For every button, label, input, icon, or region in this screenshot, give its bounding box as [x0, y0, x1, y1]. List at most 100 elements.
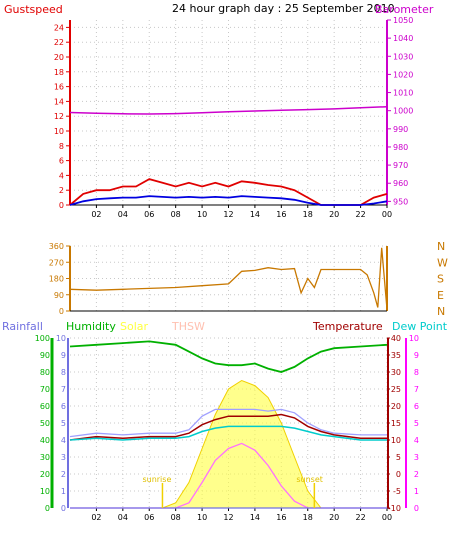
uv-tick-label: 9	[414, 351, 419, 360]
series-line-dewpoint	[69, 425, 387, 441]
gust-tick-label: 22	[54, 38, 64, 47]
x-tick-label: 06	[144, 210, 154, 219]
gust-tick-label: 4	[59, 171, 64, 180]
chart-panels: 0246810121416182022249509609709809901000…	[35, 16, 448, 522]
humidity-tick-label: 60	[40, 402, 50, 411]
temperature-tick-label: 40	[391, 334, 401, 343]
x-tick-label: 12	[223, 513, 233, 522]
series-line-thsw	[69, 408, 387, 438]
temperature-tick-label: 35	[391, 351, 401, 360]
rain-tick-label: 9	[61, 351, 66, 360]
x-tick-label: 02	[91, 210, 101, 219]
x-tick-label: 20	[329, 513, 339, 522]
temperature-tick-label: 5	[396, 453, 401, 462]
compass-label: N	[437, 240, 445, 253]
compass-label: S	[437, 273, 444, 286]
barometer-tick-label: 980	[393, 143, 408, 152]
x-tick-label: 12	[223, 210, 233, 219]
rain-tick-label: 8	[61, 368, 66, 377]
barometer-tick-label: 950	[393, 197, 408, 206]
temperature-axis-title: Temperature	[312, 320, 383, 333]
rain-tick-label: 6	[61, 402, 66, 411]
series-line-barometer	[69, 105, 388, 115]
x-tick-label: 18	[303, 210, 313, 219]
barometer-tick-label: 1010	[393, 89, 413, 98]
x-tick-label: 20	[329, 210, 339, 219]
gust-tick-label: 8	[59, 142, 64, 151]
barometer-tick-label: 1020	[393, 70, 413, 79]
barometer-tick-label: 970	[393, 161, 408, 170]
temperature-tick-label: 30	[391, 368, 401, 377]
uv-tick-label: 3	[414, 453, 419, 462]
barometer-tick-label: 960	[393, 179, 408, 188]
direction-tick-label: 0	[59, 307, 64, 316]
rain-tick-label: 0	[61, 504, 66, 513]
compass-label: W	[437, 256, 448, 269]
uv-tick-label: 8	[414, 368, 419, 377]
x-tick-label: 00	[382, 210, 392, 219]
x-tick-label: 08	[171, 210, 181, 219]
rain-tick-label: 4	[61, 436, 66, 445]
barometer-tick-label: 1040	[393, 34, 413, 43]
sunset-label: sunset	[296, 475, 323, 484]
compass-label: N	[437, 305, 445, 318]
solar-axis-title: Solar	[120, 320, 149, 333]
rain-tick-label: 3	[61, 453, 66, 462]
x-tick-label: 22	[355, 210, 365, 219]
x-tick-label: 02	[91, 513, 101, 522]
x-tick-label: 08	[171, 513, 181, 522]
uv-tick-label: 4	[414, 436, 419, 445]
series-line-wind-direction	[69, 247, 388, 310]
series-area-solar	[70, 379, 387, 509]
barometer-axis-title: Barometer	[375, 3, 434, 16]
rain-tick-label: 1	[61, 487, 66, 496]
humidity-axis-title: Humidity	[66, 320, 116, 333]
direction-tick-label: 360	[49, 242, 64, 251]
gust-tick-label: 0	[59, 201, 64, 210]
humidity-tick-label: 90	[40, 351, 50, 360]
page-title: 24 hour graph day : 25 September 2010	[172, 2, 395, 15]
x-tick-label: 22	[355, 513, 365, 522]
x-tick-label: 18	[303, 513, 313, 522]
direction-tick-label: 180	[49, 275, 64, 284]
uv-tick-label: 6	[414, 402, 419, 411]
temperature-tick-label: 0	[396, 470, 401, 479]
barometer-tick-label: 1050	[393, 16, 413, 25]
series-line-humidity	[69, 340, 388, 373]
gust-tick-label: 20	[54, 53, 64, 62]
gust-tick-label: 24	[54, 23, 64, 32]
gust-tick-label: 6	[59, 157, 64, 166]
x-tick-label: 04	[118, 210, 128, 219]
temperature-tick-label: -10	[388, 504, 401, 513]
temperature-tick-label: 25	[391, 385, 401, 394]
temperature-tick-label: -5	[393, 487, 401, 496]
x-tick-label: 16	[276, 513, 286, 522]
humidity-tick-label: 20	[40, 470, 50, 479]
rain-tick-label: 2	[61, 470, 66, 479]
rainfall-axis-title: Rainfall	[2, 320, 43, 333]
humidity-tick-label: 50	[40, 419, 50, 428]
temperature-tick-label: 20	[391, 402, 401, 411]
uv-tick-label: 1	[414, 487, 419, 496]
direction-tick-label: 90	[54, 291, 64, 300]
barometer-tick-label: 990	[393, 125, 408, 134]
x-tick-label: 14	[250, 210, 260, 219]
humidity-tick-label: 0	[45, 504, 50, 513]
uv-tick-label: 7	[414, 385, 419, 394]
x-tick-label: 10	[197, 513, 207, 522]
gust-tick-label: 2	[59, 186, 64, 195]
gustspeed-axis-title: Gustspeed	[4, 3, 63, 16]
thsw-axis-title: THSW	[171, 320, 205, 333]
temperature-tick-label: 10	[391, 436, 401, 445]
humidity-tick-label: 10	[40, 487, 50, 496]
temperature-humidity-panel: 0102030405060708090100012345678910-10-50…	[35, 334, 419, 522]
gust-tick-label: 10	[54, 127, 64, 136]
gust-tick-label: 12	[54, 112, 64, 121]
uv-tick-label: 5	[414, 419, 419, 428]
wind-barometer-panel: 0246810121416182022249509609709809901000…	[54, 16, 414, 219]
rain-tick-label: 7	[61, 385, 66, 394]
x-tick-label: 00	[382, 513, 392, 522]
sunrise-label: sunrise	[142, 475, 171, 484]
temperature-tick-label: 15	[391, 419, 401, 428]
